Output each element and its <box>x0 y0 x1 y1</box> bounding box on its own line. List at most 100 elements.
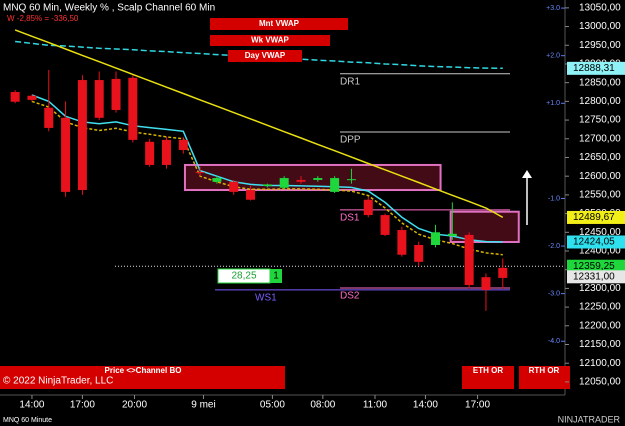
candle-body <box>246 190 256 200</box>
price-marker-label: 12359,25 <box>573 261 615 272</box>
y-tick-label: 12300,00 <box>579 283 621 294</box>
y-tick-label: 12650,00 <box>579 152 621 163</box>
button-label[interactable]: Mnt VWAP <box>259 19 300 28</box>
candle-body <box>313 178 323 180</box>
subtitle: W -2,85% = -336,50 <box>7 14 79 23</box>
y2-tick-label: +3.0 <box>546 5 560 12</box>
x-tick-label: 05:00 <box>260 400 285 411</box>
price-marker <box>567 259 625 273</box>
y2-tick-label: +2.0 <box>546 53 560 60</box>
annotation-box <box>270 269 282 283</box>
arrow-head <box>522 170 532 178</box>
x-tick-label: 20:00 <box>122 400 147 411</box>
price-marker <box>567 210 625 224</box>
level-label: DPP <box>340 135 361 146</box>
candle-body <box>27 95 37 100</box>
candle-body <box>212 178 222 182</box>
candle-body <box>145 141 155 165</box>
button[interactable] <box>462 366 514 389</box>
level-label: DR1 <box>340 76 360 87</box>
plot: DR1 DPP DS1 DS2 WS1 <box>10 29 565 311</box>
level-label: DS2 <box>340 291 360 302</box>
price-marker <box>567 61 625 75</box>
button[interactable] <box>210 35 330 46</box>
candle-body <box>414 245 424 262</box>
candle-body <box>380 215 390 235</box>
candle-body <box>481 277 491 290</box>
annotation: 28,25 <box>231 271 256 282</box>
instrument-label: MNQ 60 Minute <box>3 417 52 424</box>
candle-body <box>447 233 457 237</box>
indicator-line <box>31 100 503 256</box>
candle-body <box>363 199 373 216</box>
price-marker-label: 12489,67 <box>573 212 615 223</box>
candle-body <box>498 267 508 278</box>
y-tick-label: 12550,00 <box>579 190 621 201</box>
candle-body <box>464 234 474 286</box>
button-label[interactable]: ETH OR <box>473 366 503 375</box>
candle-body <box>178 139 188 150</box>
candle-body <box>397 230 407 255</box>
y-tick-label: 12250,00 <box>579 302 621 313</box>
y-tick-label: 12150,00 <box>579 339 621 350</box>
button[interactable] <box>0 366 285 389</box>
price-marker-label: 12888,31 <box>573 63 615 74</box>
y-tick-label: 12450,00 <box>579 227 621 238</box>
y-tick-label: 13050,00 <box>579 2 621 13</box>
button[interactable] <box>228 50 302 62</box>
y-tick-label: 12400,00 <box>579 246 621 257</box>
level-label: DS1 <box>340 212 360 223</box>
button[interactable] <box>519 366 570 389</box>
y-tick-label: 12850,00 <box>579 77 621 88</box>
candle-body <box>61 117 71 192</box>
y2-tick-label: -4.0 <box>548 338 560 345</box>
candle-body <box>431 232 441 246</box>
y2-tick-label: -2.0 <box>548 243 560 250</box>
x-tick-label: 17:00 <box>70 400 95 411</box>
y-tick-label: 12800,00 <box>579 96 621 107</box>
x-tick-label: 9 mei <box>191 400 215 411</box>
y-tick-label: 12050,00 <box>579 377 621 388</box>
price-marker <box>567 270 625 284</box>
button-label[interactable]: Wk VWAP <box>251 36 289 45</box>
y2-tick-label: -3.0 <box>548 290 560 297</box>
y2-tick-label: -1.0 <box>548 195 560 202</box>
candle-body <box>262 184 272 186</box>
candle-body <box>229 181 239 192</box>
candle-body <box>94 80 104 118</box>
candle-body <box>330 178 340 192</box>
y-tick-label: 12600,00 <box>579 171 621 182</box>
x-tick-label: 11:00 <box>363 400 388 411</box>
price-marker <box>567 235 625 249</box>
indicator-line <box>14 29 504 219</box>
candle-body <box>279 178 289 188</box>
price-marker-label: 12424,05 <box>573 237 615 248</box>
button[interactable] <box>210 18 348 30</box>
price-marker-label: 12331,00 <box>573 271 615 282</box>
candle-body <box>44 107 54 128</box>
button-label[interactable]: Day VWAP <box>245 51 286 60</box>
button-label[interactable]: RTH OR <box>529 366 560 375</box>
copyright: © 2022 NinjaTrader, LLC <box>3 376 113 387</box>
x-tick-label: 14:00 <box>19 400 44 411</box>
y-tick-label: 12750,00 <box>579 115 621 126</box>
level-label: WS1 <box>255 293 277 304</box>
x-tick-label: 17:00 <box>465 400 490 411</box>
chart-title: MNQ 60 Min, Weekly % , Scalp Channel 60 … <box>3 3 215 14</box>
y-tick-label: 12950,00 <box>579 40 621 51</box>
x-tick-label: 14:00 <box>413 400 438 411</box>
y-tick-label: 12100,00 <box>579 358 621 369</box>
candle-body <box>195 172 205 174</box>
candle-body <box>296 179 306 182</box>
brand: NINJATRADER <box>558 414 621 424</box>
button-label[interactable]: Price <>Channel BO <box>105 366 182 375</box>
candle-body <box>77 80 87 191</box>
candle-body <box>161 139 171 165</box>
annotation: 1 <box>273 271 279 282</box>
y-tick-label: 12200,00 <box>579 320 621 331</box>
candle-body <box>111 78 121 110</box>
y-tick-label: 12700,00 <box>579 133 621 144</box>
y-tick-label: 13000,00 <box>579 21 621 32</box>
